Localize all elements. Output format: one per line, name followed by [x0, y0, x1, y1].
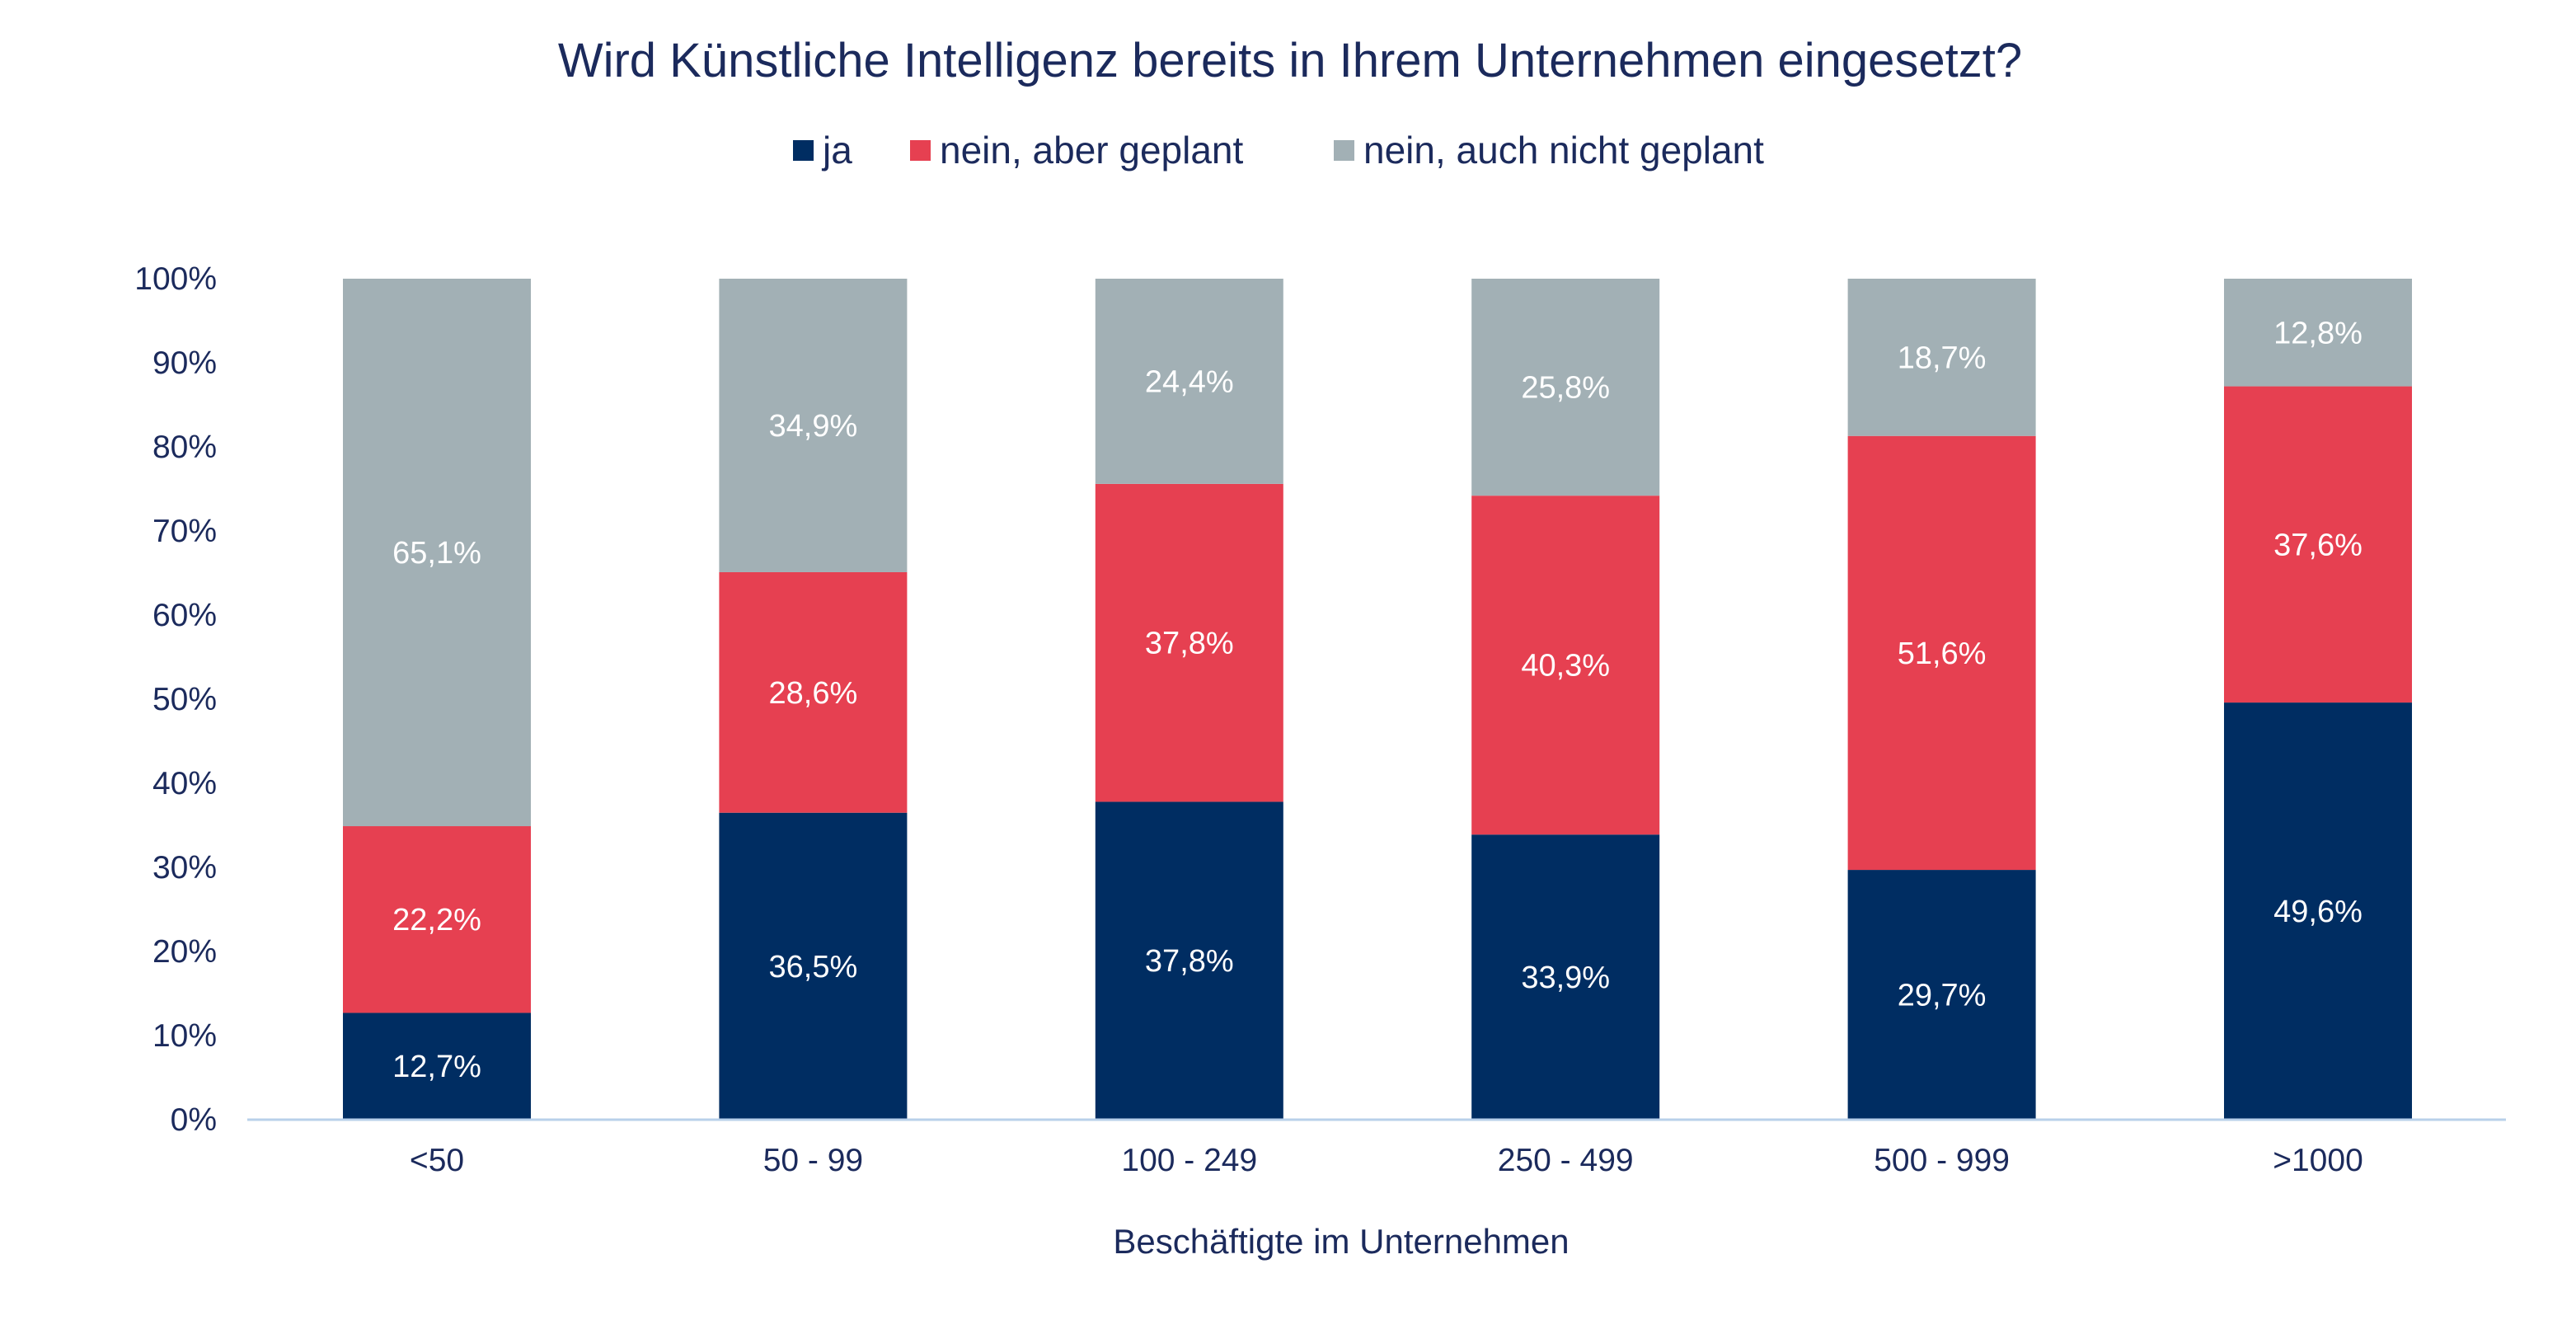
data-label: 40,3% [1521, 649, 1610, 684]
y-tick-label: 50% [152, 682, 217, 717]
legend-label-ja: ja [821, 129, 852, 171]
bar-segment-ja [2224, 702, 2412, 1120]
bar-segment-nein-auch-nicht-geplant [1847, 279, 2036, 436]
bar-stack-250-499: 33,9% 40,3% 25,8% [1471, 279, 1660, 1120]
data-label: 37,8% [1145, 944, 1234, 979]
legend-label-nein-aber-geplant: nein, aber geplant [940, 129, 1244, 171]
bar-segment-ja [719, 812, 908, 1120]
data-label: 51,6% [1898, 637, 1987, 671]
data-label: 37,6% [2273, 528, 2363, 562]
legend: ja nein, aber geplant nein, auch nicht gep… [793, 129, 1764, 171]
x-tick-label: 100 - 249 [1121, 1143, 1257, 1178]
bar-stack-50-99: 36,5% 28,6% 34,9% [719, 279, 908, 1120]
legend-label-nein-auch-nicht-geplant: nein, auch nicht geplant [1363, 129, 1764, 171]
y-tick-label: 20% [152, 934, 217, 970]
data-label: 28,6% [769, 676, 858, 711]
bar-segment-nein-aber-geplant [719, 571, 908, 813]
bar-stack-50: 12,7% 22,2% 65,1% [343, 279, 531, 1120]
chart-title: Wird Künstliche Intelligenz bereits in I… [558, 34, 2022, 87]
y-tick-label: 80% [152, 430, 217, 465]
bar-stack-500-999: 29,7% 51,6% 18,7% [1847, 279, 2036, 1120]
legend-swatch-nein-auch-nicht-geplant [1334, 140, 1354, 161]
x-tick-label: 50 - 99 [763, 1143, 863, 1178]
data-label: 33,9% [1521, 961, 1610, 995]
bar-segment-nein-aber-geplant [343, 826, 531, 1013]
y-tick-label: 70% [152, 514, 217, 549]
bar-segment-ja [1847, 870, 2036, 1120]
data-label: 36,5% [769, 950, 858, 984]
bar-stack-1000: 49,6% 37,6% 12,8% [2224, 279, 2412, 1120]
y-tick-label: 0% [171, 1102, 217, 1138]
bar-segment-nein-auch-nicht-geplant [1095, 279, 1283, 484]
data-label: 65,1% [392, 536, 481, 571]
x-tick-label: <50 [410, 1143, 464, 1178]
y-tick-label: 30% [152, 850, 217, 886]
data-label: 37,8% [1145, 627, 1234, 661]
x-tick-label: 250 - 499 [1498, 1143, 1634, 1178]
y-tick-label: 100% [134, 261, 217, 297]
data-label: 12,8% [2273, 316, 2363, 350]
bars: 12,7%22,2%65,1%36,5%28,6%34,9%37,8%37,8%… [343, 279, 2412, 1120]
x-axis-title: Beschäftigte im Unternehmen [1113, 1222, 1569, 1261]
bar-segment-nein-aber-geplant [1095, 483, 1283, 802]
legend-swatch-nein-aber-geplant [910, 140, 931, 161]
legend-swatch-ja [793, 140, 814, 161]
bar-segment-ja [1095, 801, 1283, 1120]
data-label: 34,9% [769, 409, 858, 444]
bar-segment-nein-auch-nicht-geplant [1471, 279, 1660, 496]
data-label: 22,2% [392, 903, 481, 937]
bar-segment-nein-auch-nicht-geplant [719, 279, 908, 572]
x-axis: <50 50 - 99 100 - 249 250 - 499 500 - 999 >10… [410, 1143, 2363, 1178]
x-tick-label: >1000 [2273, 1143, 2363, 1178]
bar-segment-nein-aber-geplant [1471, 496, 1660, 835]
data-label: 12,7% [392, 1050, 481, 1084]
data-label: 18,7% [1898, 341, 1987, 375]
data-label: 29,7% [1898, 979, 1987, 1013]
y-axis: 0% 10% 20% 30% 40% 50% 60% 70% 80% 90% 100% [134, 261, 217, 1138]
y-tick-label: 90% [152, 345, 217, 381]
bar-segment-nein-auch-nicht-geplant [343, 279, 531, 827]
bar-stack-100-249: 37,8% 37,8% 24,4% [1095, 279, 1283, 1120]
bar-segment-ja [1471, 834, 1660, 1120]
data-label: 49,6% [2273, 895, 2363, 929]
data-label: 24,4% [1145, 364, 1234, 399]
data-label: 25,8% [1521, 371, 1610, 406]
bar-segment-nein-aber-geplant [1847, 435, 2036, 871]
bar-segment-nein-auch-nicht-geplant [2224, 279, 2412, 387]
bar-segment-nein-aber-geplant [2224, 386, 2412, 703]
y-tick-label: 60% [152, 598, 217, 633]
y-tick-label: 10% [152, 1018, 217, 1054]
x-tick-label: 500 - 999 [1874, 1143, 2010, 1178]
bar-segment-ja [343, 1012, 531, 1120]
y-tick-label: 40% [152, 766, 217, 801]
